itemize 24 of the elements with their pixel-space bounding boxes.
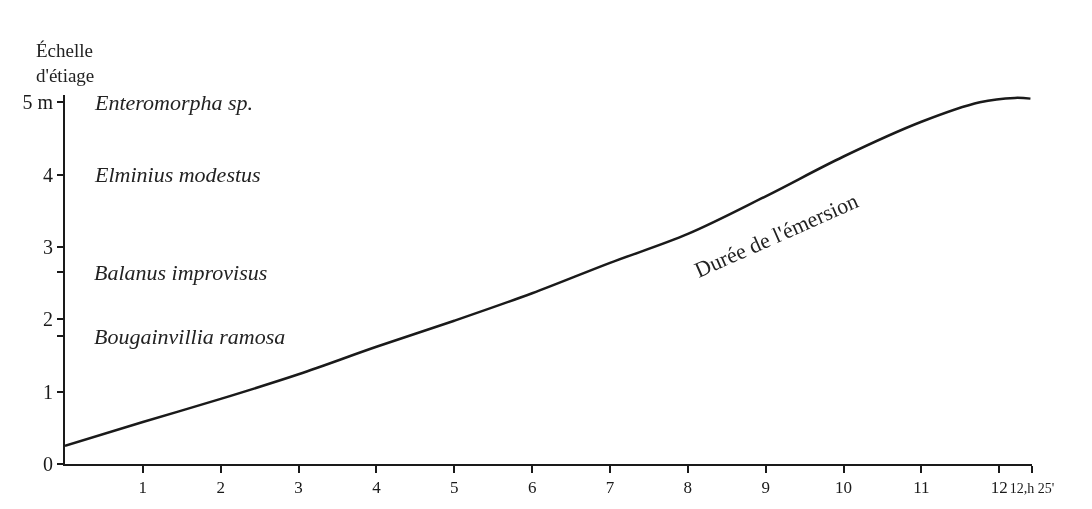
y-tick-label: 4	[43, 163, 53, 186]
x-tick-label: 1	[138, 478, 148, 498]
y-axis-title: Échelle d'étiage	[36, 40, 95, 86]
y-tick-label: 1	[43, 380, 53, 403]
x-tick-label: 9	[761, 478, 770, 498]
annotation: Elminius modestus	[94, 162, 261, 187]
x-tick-label: 10	[835, 478, 853, 498]
y-tick-label: 0	[43, 453, 53, 475]
x-tick-label: 11	[913, 478, 930, 498]
x-tick-label: 8	[683, 478, 693, 498]
x-tick-label: 3	[294, 478, 303, 498]
y-tick-label: 3	[43, 235, 53, 258]
x-tick-label: 5	[450, 478, 459, 498]
x-tick-label: 4	[372, 478, 382, 498]
y-tick-label: 5 m	[22, 91, 54, 114]
x-tick-label: 12,h 25'	[1009, 481, 1055, 497]
annotation: Bougainvillia ramosa	[94, 324, 286, 349]
annotation: Balanus improvisus	[94, 260, 268, 285]
x-tick-label: 2	[216, 478, 225, 498]
x-tick-label: 7	[605, 478, 615, 498]
y-tick-label: 2	[43, 308, 53, 331]
annotation: Enteromorpha sp.	[94, 90, 254, 115]
x-tick-label: 6	[527, 478, 537, 498]
x-tick-label: 12	[990, 478, 1008, 498]
